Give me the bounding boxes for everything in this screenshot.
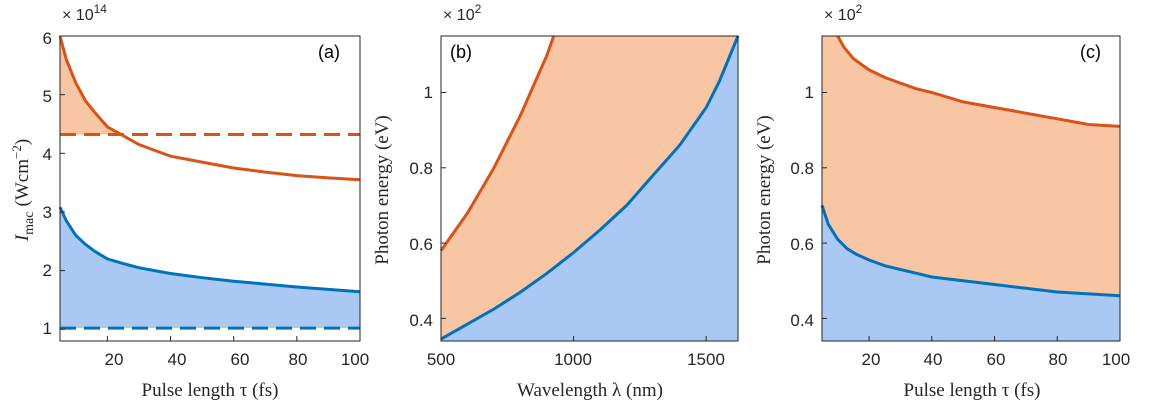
panel-b-axes-box <box>440 35 739 342</box>
panel-c-orange-curve <box>836 35 1121 128</box>
panel-a-label: (a) <box>318 42 340 62</box>
panel-a-xtick-80: 80 <box>289 350 308 369</box>
panel-a-blue-curve <box>58 206 361 294</box>
panel-c-xtick-80: 80 <box>1049 350 1068 369</box>
panel-b-multiplier: × 102 <box>443 2 482 24</box>
panel-c-ylabel: Photon energy (eV) <box>754 115 775 265</box>
panel-b-ytick-0.8: 0.8 <box>409 159 433 178</box>
panel-b-tick-marks <box>440 91 707 341</box>
panel-b-label: (b) <box>450 42 472 62</box>
panel-a-ytick-1: 1 <box>43 319 52 338</box>
panel-b-ytick-0.4: 0.4 <box>409 311 433 330</box>
panel-b-xtick-1000: 1000 <box>554 350 592 369</box>
panel-c-ytick-1: 1 <box>805 83 814 102</box>
panel-a-blue-fill <box>60 207 360 329</box>
panel-c-label: (c) <box>1080 42 1101 62</box>
panel-c-xtick-100: 100 <box>1102 350 1130 369</box>
panel-a-xlabel: Pulse length τ (fs) <box>142 380 279 401</box>
panel-c-blue-curve <box>820 204 1121 298</box>
panel-a-xtick-20: 20 <box>105 350 124 369</box>
panel-b-blue-curve <box>440 35 740 341</box>
panel-a-axes-box <box>59 35 361 342</box>
panel-c-ytick-0.4: 0.4 <box>790 311 814 330</box>
panel-a-ytick-6: 6 <box>43 29 52 48</box>
panel-c-orange-fill <box>822 36 1120 296</box>
panel-a-ytick-3: 3 <box>43 203 52 222</box>
panel-c-xtick-60: 60 <box>987 350 1006 369</box>
panel-b-ytick-1: 1 <box>424 83 433 102</box>
panel-a-ytick-5: 5 <box>43 87 52 106</box>
panel-a-xtick-40: 40 <box>168 350 187 369</box>
panel-b-blue-fill <box>441 36 738 341</box>
panel-c-tick-marks <box>822 91 1121 341</box>
panel-b-ytick-0.6: 0.6 <box>409 235 433 254</box>
panel-c: 20 40 60 80 100 0.4 0.6 0.8 1 × 102 (c) … <box>754 2 1130 401</box>
panel-a-xtick-60: 60 <box>231 350 250 369</box>
panel-b-orange-curve <box>439 35 556 252</box>
panel-b-ylabel: Photon energy (eV) <box>372 115 393 265</box>
panel-c-xtick-20: 20 <box>862 350 881 369</box>
panel-b-orange-fill <box>441 36 738 340</box>
panel-a-tick-marks <box>60 35 361 341</box>
panel-c-ytick-0.6: 0.6 <box>790 235 814 254</box>
panel-a-ytick-4: 4 <box>43 145 52 164</box>
panel-c-multiplier: × 102 <box>824 2 863 24</box>
panel-c-xtick-40: 40 <box>924 350 943 369</box>
panel-c-blue-fill <box>822 205 1120 341</box>
panel-c-axes-box <box>821 35 1121 342</box>
panel-a-xtick-100: 100 <box>341 350 369 369</box>
panel-b-xtick-1500: 1500 <box>687 350 725 369</box>
panel-b: 500 1000 1500 0.4 0.6 0.8 1 × 102 (b) Wa… <box>372 2 740 401</box>
panel-a-ytick-2: 2 <box>43 261 52 280</box>
panel-c-xlabel: Pulse length τ (fs) <box>904 380 1041 401</box>
panel-b-xlabel: Wavelength λ (nm) <box>517 380 663 401</box>
panel-a-multiplier: × 1014 <box>62 2 107 24</box>
panel-a-orange-curve <box>58 35 361 182</box>
panel-a: 20 40 60 80 100 1 2 3 4 5 6 × 1014 (a) P… <box>9 2 369 401</box>
panel-b-xtick-500: 500 <box>427 350 455 369</box>
panel-c-ytick-0.8: 0.8 <box>790 159 814 178</box>
panel-a-ylabel: Imac(Wcm−2) <box>9 139 37 242</box>
panel-a-orange-fill <box>60 36 122 135</box>
